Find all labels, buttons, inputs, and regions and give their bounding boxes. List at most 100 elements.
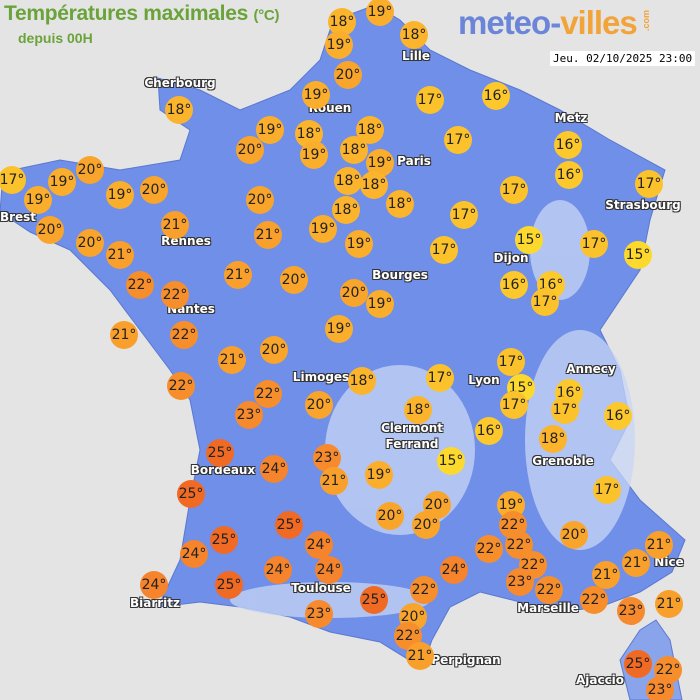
temperature-marker: 20°	[423, 491, 451, 519]
temperature-marker: 22°	[161, 281, 189, 309]
temperature-marker: 17°	[416, 86, 444, 114]
temperature-marker: 17°	[500, 391, 528, 419]
city-label: Brest	[0, 210, 37, 224]
temperature-marker: 16°	[604, 402, 632, 430]
temperature-marker: 16°	[554, 131, 582, 159]
city-label: Lyon	[468, 373, 500, 387]
temperature-marker: 24°	[305, 531, 333, 559]
temperature-marker: 17°	[450, 201, 478, 229]
city-label: Grenoble	[532, 454, 594, 468]
temperature-marker: 21°	[592, 561, 620, 589]
temperature-marker: 22°	[580, 586, 608, 614]
temperature-marker: 25°	[275, 511, 303, 539]
temperature-marker: 21°	[254, 221, 282, 249]
temperature-marker: 22°	[126, 271, 154, 299]
temperature-marker: 20°	[246, 186, 274, 214]
temperature-marker: 19°	[325, 315, 353, 343]
temperature-marker: 20°	[76, 156, 104, 184]
temperature-marker: 17°	[500, 176, 528, 204]
temperature-marker: 24°	[260, 455, 288, 483]
datetime-label: Jeu. 02/10/2025 23:00	[550, 51, 696, 66]
city-label: Toulouse	[291, 581, 351, 595]
temperature-marker: 19°	[365, 461, 393, 489]
temperature-marker: 25°	[215, 571, 243, 599]
city-label: Dijon	[493, 251, 529, 265]
temperature-marker: 18°	[334, 167, 362, 195]
temperature-marker: 20°	[560, 521, 588, 549]
temperature-marker: 17°	[531, 288, 559, 316]
temperature-marker: 22°	[170, 321, 198, 349]
temperature-marker: 21°	[218, 346, 246, 374]
temperature-marker: 19°	[106, 181, 134, 209]
map-title: Températures maximales (°C)	[4, 2, 280, 25]
temperature-marker: 19°	[309, 215, 337, 243]
temperature-marker: 23°	[235, 401, 263, 429]
temperature-marker: 21°	[645, 531, 673, 559]
temperature-marker: 20°	[36, 216, 64, 244]
city-label: Perpignan	[431, 653, 501, 667]
city-label: Ajaccio	[575, 673, 625, 687]
city-label: Metz	[554, 111, 588, 125]
temperature-marker: 25°	[624, 650, 652, 678]
temperature-marker: 18°	[295, 120, 323, 148]
temperature-marker: 20°	[412, 511, 440, 539]
city-label: Paris	[397, 154, 431, 168]
temperature-marker: 17°	[426, 364, 454, 392]
temperature-marker: 18°	[332, 196, 360, 224]
temperature-marker: 20°	[260, 336, 288, 364]
temperature-marker: 18°	[400, 21, 428, 49]
temperature-marker: 16°	[475, 417, 503, 445]
temperature-marker: 18°	[165, 96, 193, 124]
temperature-marker: 19°	[325, 31, 353, 59]
temperature-marker: 19°	[366, 0, 394, 26]
temperature-marker: 19°	[48, 168, 76, 196]
temperature-marker: 22°	[475, 535, 503, 563]
temperature-marker: 17°	[580, 230, 608, 258]
temperature-marker: 21°	[655, 590, 683, 618]
temperature-marker: 21°	[406, 642, 434, 670]
temperature-marker: 23°	[646, 676, 674, 700]
temperature-marker: 19°	[302, 81, 330, 109]
temperature-marker: 20°	[334, 61, 362, 89]
temperature-marker: 20°	[76, 229, 104, 257]
temperature-marker: 16°	[555, 161, 583, 189]
temperature-marker: 21°	[320, 467, 348, 495]
temperature-marker: 22°	[535, 576, 563, 604]
temperature-marker: 20°	[376, 502, 404, 530]
temperature-marker: 22°	[410, 576, 438, 604]
temperature-marker: 19°	[24, 186, 52, 214]
temperature-marker: 20°	[280, 266, 308, 294]
temperature-marker: 16°	[482, 82, 510, 110]
temperature-marker: 15°	[437, 447, 465, 475]
city-label: Annecy	[566, 362, 616, 376]
city-label: Bourges	[372, 268, 428, 282]
temperature-marker: 21°	[161, 211, 189, 239]
temperature-marker: 24°	[440, 556, 468, 584]
temperature-marker: 23°	[506, 568, 534, 596]
temperature-marker: 19°	[366, 290, 394, 318]
meteo-villes-logo[interactable]: meteo-villes .com	[458, 4, 651, 41]
temperature-marker: 17°	[497, 348, 525, 376]
temperature-marker: 15°	[515, 226, 543, 254]
temperature-marker: 21°	[224, 261, 252, 289]
temperature-marker: 23°	[305, 600, 333, 628]
temperature-marker: 18°	[360, 171, 388, 199]
city-label: Clermont Ferrand	[380, 421, 443, 451]
temperature-marker: 22°	[167, 372, 195, 400]
city-label: Strasbourg	[605, 198, 681, 212]
temperature-marker: 18°	[348, 367, 376, 395]
temperature-marker: 20°	[340, 279, 368, 307]
temperature-marker: 24°	[315, 556, 343, 584]
temperature-marker: 19°	[300, 141, 328, 169]
city-label: Cherbourg	[144, 76, 216, 90]
temperature-marker: 25°	[177, 480, 205, 508]
temperature-marker: 17°	[0, 166, 26, 194]
city-label: Limoges	[292, 370, 350, 384]
temperature-marker: 18°	[386, 190, 414, 218]
temperature-marker: 20°	[140, 176, 168, 204]
temperature-marker: 17°	[444, 126, 472, 154]
temperature-marker: 19°	[345, 230, 373, 258]
city-label: Marseille	[517, 601, 579, 615]
temperature-marker: 25°	[210, 526, 238, 554]
